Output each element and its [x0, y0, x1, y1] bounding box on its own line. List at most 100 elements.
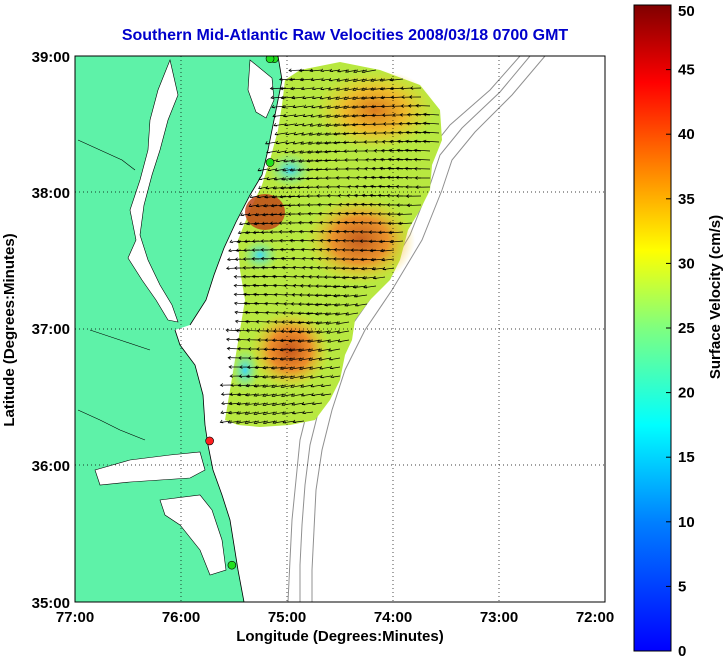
velocity-arrow	[281, 320, 296, 324]
velocity-arrow	[381, 113, 395, 117]
velocity-arrow	[271, 265, 287, 270]
velocity-arrow	[315, 321, 332, 325]
velocity-arrow	[381, 140, 395, 144]
velocity-arrow	[370, 87, 386, 91]
velocity-arrow	[297, 348, 314, 352]
velocity-arrow	[267, 167, 278, 171]
velocity-arrow	[279, 247, 296, 252]
velocity-arrow	[337, 69, 350, 73]
velocity-arrow	[324, 302, 341, 307]
velocity-arrow	[370, 78, 386, 82]
velocity-arrow	[247, 212, 260, 217]
y-tick-label: 37:00	[32, 321, 70, 338]
velocity-arrow	[290, 393, 305, 397]
velocity-arrow	[351, 114, 368, 118]
velocity-arrow	[378, 175, 395, 180]
velocity-arrow	[352, 211, 368, 216]
velocity-arrow	[332, 266, 350, 270]
velocity-arrow	[301, 401, 314, 406]
velocity-arrow	[314, 293, 332, 298]
velocity-arrow	[225, 328, 242, 333]
velocity-arrow	[344, 78, 359, 82]
velocity-arrow	[288, 329, 305, 334]
velocity-arrow	[279, 86, 296, 91]
river-inlet	[77, 139, 151, 441]
velocity-arrow	[289, 168, 305, 172]
velocity-arrow	[279, 366, 296, 370]
velocity-arrow	[237, 230, 251, 235]
velocity-arrow	[311, 95, 323, 100]
velocity-arrow	[242, 283, 260, 288]
x-tick-label: 72:00	[576, 609, 614, 626]
velocity-arrow	[328, 229, 341, 234]
delaware-bay	[247, 59, 275, 119]
velocity-arrow	[307, 339, 323, 343]
velocity-arrow	[283, 113, 296, 118]
velocity-arrow	[316, 132, 332, 136]
velocity-arrow	[262, 375, 278, 379]
velocity-arrow	[271, 375, 287, 379]
velocity-arrow	[279, 194, 296, 199]
velocity-arrow	[264, 338, 278, 342]
velocity-arrow	[398, 221, 413, 226]
velocity-arrow	[228, 248, 242, 253]
velocity-arrow	[332, 275, 350, 280]
velocity-arrow	[314, 302, 332, 307]
velocity-arrow	[308, 220, 323, 225]
velocity-arrow	[326, 193, 341, 198]
velocity-arrow	[320, 383, 332, 388]
velocity-arrow	[244, 411, 260, 415]
velocity-arrow	[273, 122, 287, 127]
velocity-arrow	[380, 148, 395, 153]
velocity-arrow	[297, 311, 314, 316]
velocity-arrow	[289, 311, 305, 315]
velocity-arrow	[235, 328, 251, 333]
colorbar-tick-label: 25	[678, 320, 695, 337]
velocity-arrow	[244, 310, 260, 315]
velocity-arrow	[379, 166, 395, 171]
velocity-arrow	[318, 357, 332, 361]
velocity-arrow	[258, 176, 269, 180]
velocity-arrow	[229, 239, 242, 244]
velocity-arrow	[245, 392, 260, 397]
x-tick-label: 75:00	[268, 609, 306, 626]
velocity-arrow	[413, 148, 431, 153]
velocity-arrow	[233, 292, 251, 297]
velocity-arrow	[269, 239, 287, 243]
velocity-arrow	[261, 274, 278, 279]
velocity-arrow	[245, 383, 260, 388]
velocity-arrow	[327, 202, 341, 207]
velocity-arrow	[233, 275, 251, 279]
map-plot-area	[75, 56, 605, 602]
velocity-arrow	[309, 375, 323, 379]
velocity-arrow	[292, 419, 305, 424]
velocity-arrow	[343, 220, 359, 225]
velocity-arrow	[256, 194, 269, 199]
velocity-arrow	[251, 257, 269, 261]
station-marker	[227, 560, 237, 570]
colorbar-tick-label: 45	[678, 62, 695, 79]
velocity-arrow	[281, 265, 296, 270]
velocity-arrow	[333, 123, 350, 127]
velocity-arrow	[253, 374, 269, 379]
velocity-arrow	[379, 78, 395, 82]
velocity-arrow	[352, 87, 368, 91]
velocity-arrow	[324, 312, 341, 316]
velocity-arrow	[346, 194, 359, 198]
velocity-arrow	[329, 365, 341, 370]
velocity-arrow	[341, 275, 359, 280]
velocity-arrow	[272, 113, 287, 118]
velocity-arrow	[253, 411, 269, 415]
velocity-arrow	[242, 274, 260, 279]
velocity-arrow	[272, 329, 287, 333]
velocity-arrow	[344, 211, 359, 216]
velocity-arrow	[397, 212, 413, 217]
velocity-arrow	[236, 411, 251, 415]
velocity-arrow	[290, 159, 305, 163]
velocity-arrow	[336, 87, 350, 91]
velocity-arrow	[300, 393, 314, 397]
velocity-arrow	[353, 69, 368, 73]
velocity-arrow	[311, 392, 323, 397]
velocity-arrow	[238, 221, 251, 226]
velocity-arrow	[323, 275, 341, 279]
